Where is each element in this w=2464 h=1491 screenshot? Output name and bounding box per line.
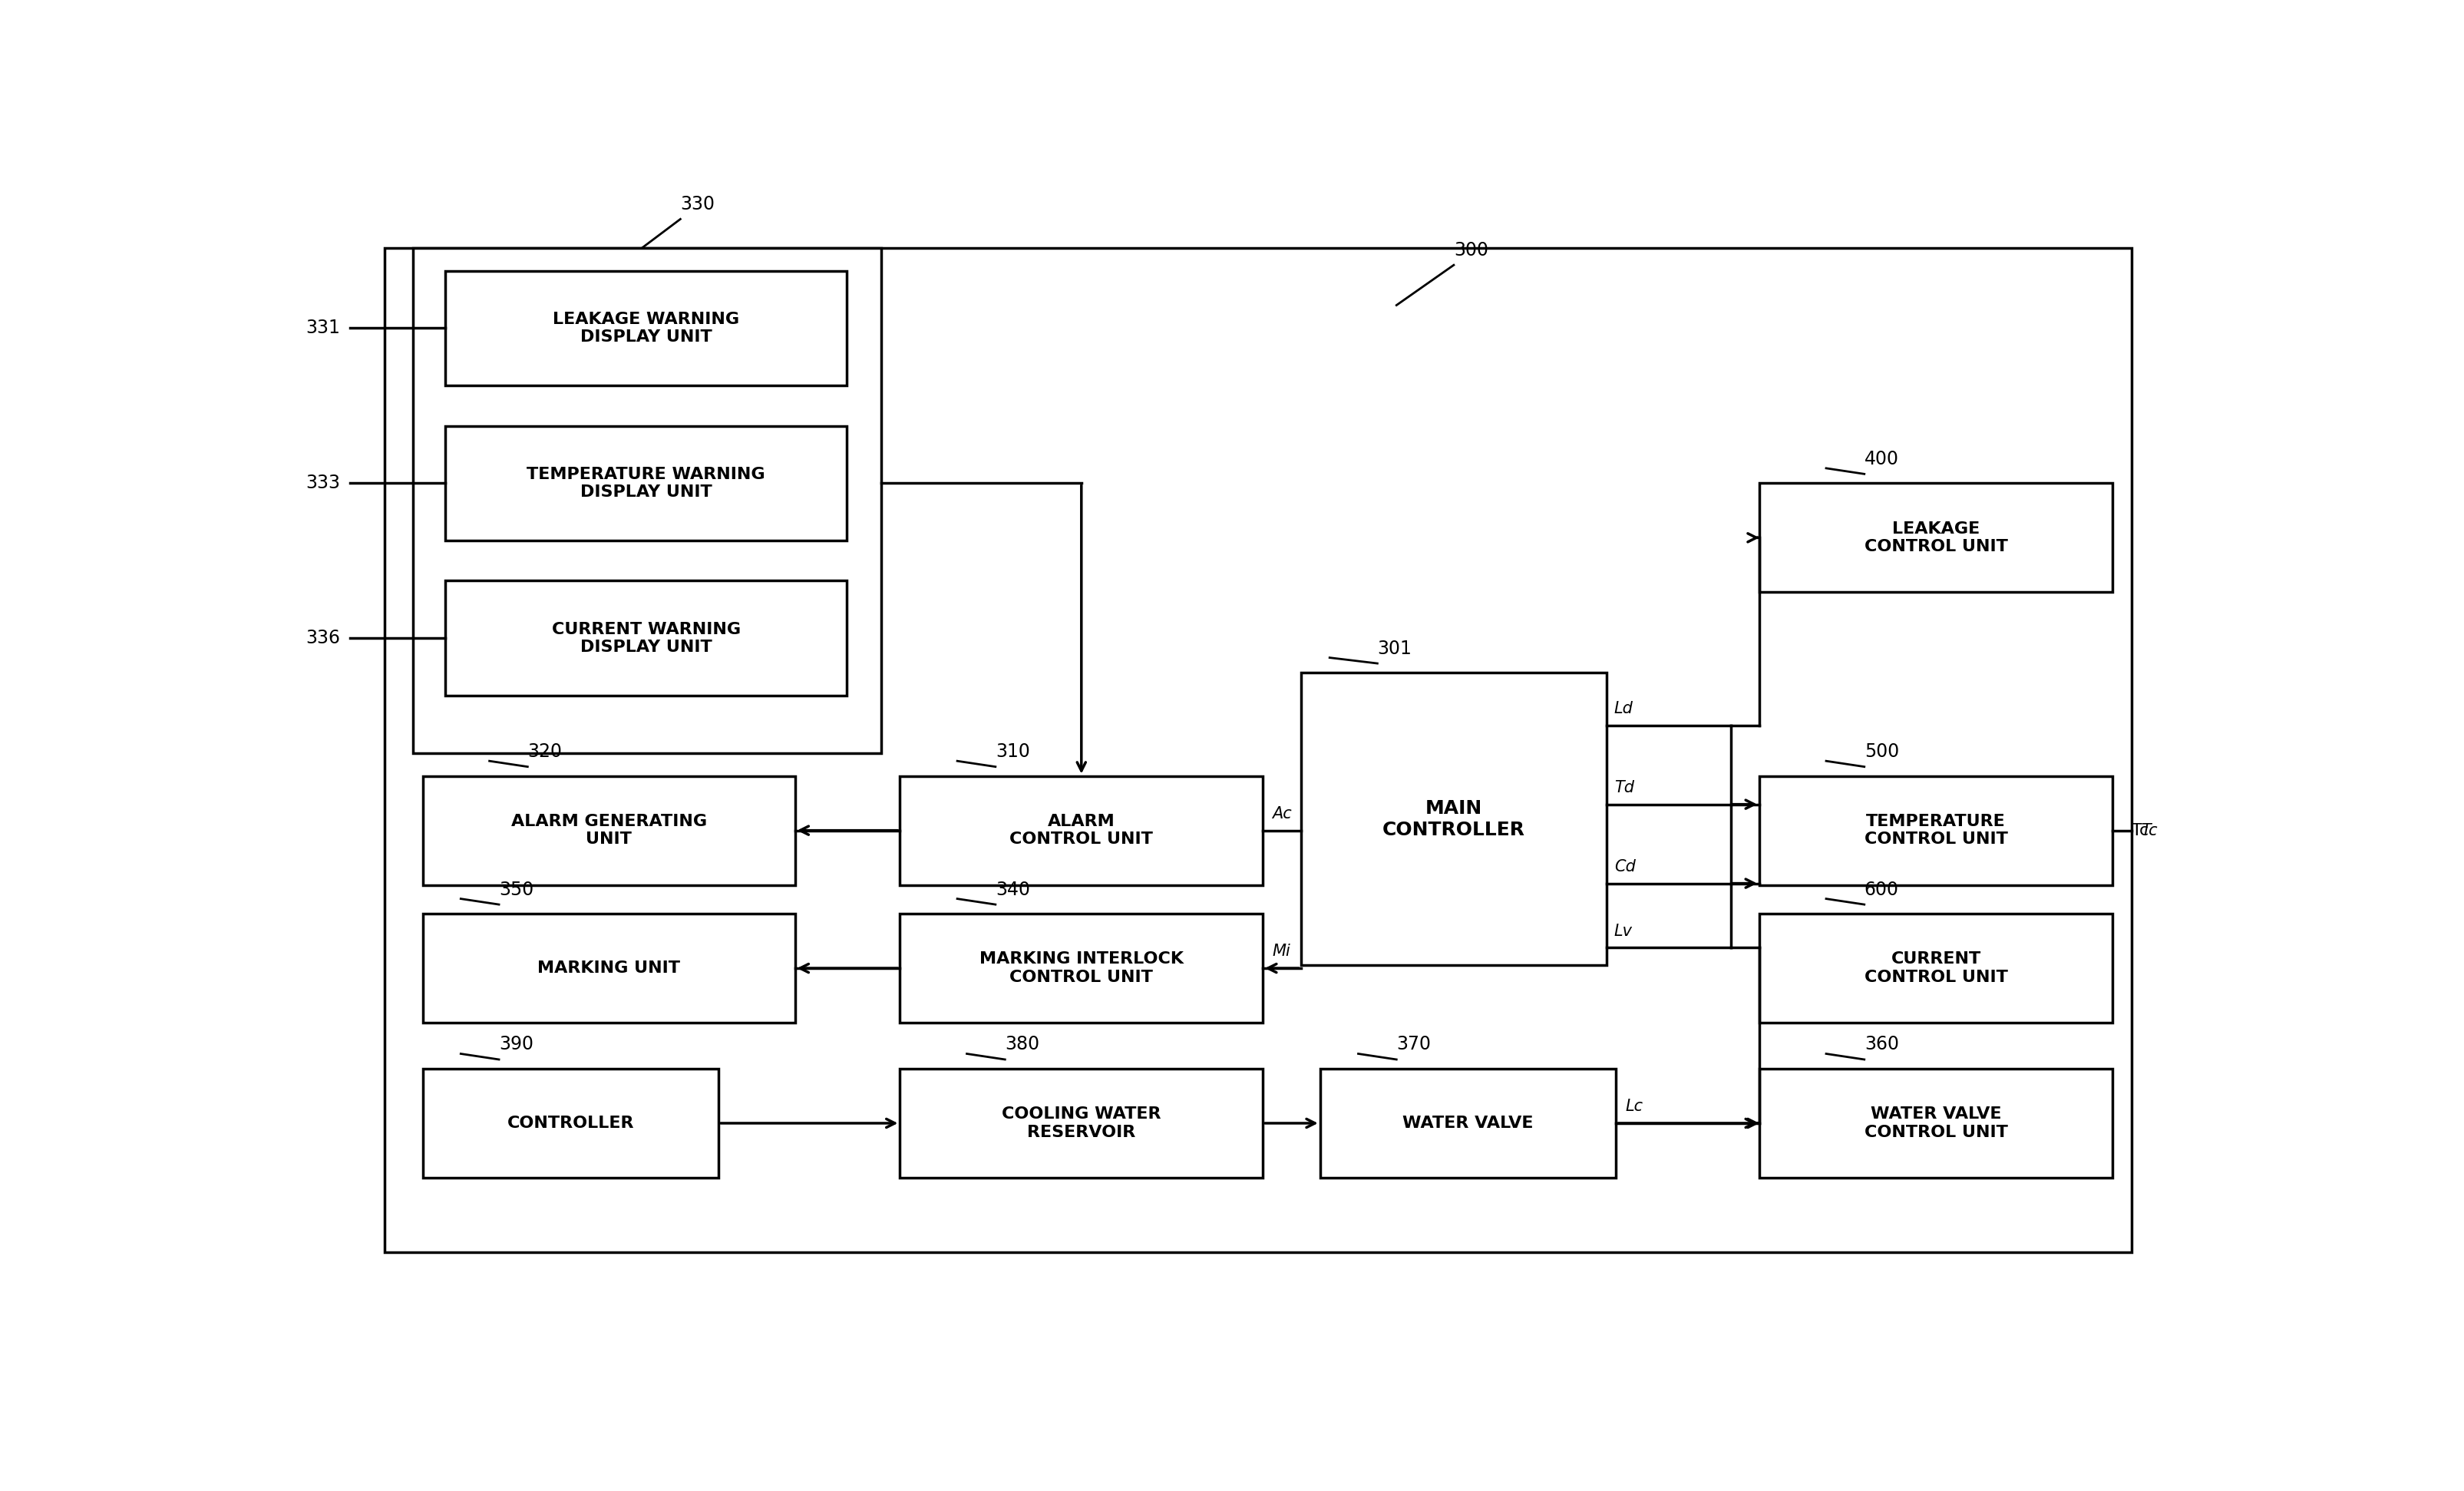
Bar [446,271,848,386]
Text: 320: 320 [527,743,562,760]
Bar [1759,775,2112,886]
Text: ALARM
CONTROL UNIT: ALARM CONTROL UNIT [1010,814,1153,847]
Text: 370: 370 [1397,1035,1432,1054]
Text: CURRENT
CONTROL UNIT: CURRENT CONTROL UNIT [1865,951,2008,984]
Text: 390: 390 [498,1035,535,1054]
Text: 333: 333 [306,474,340,492]
Bar [1759,483,2112,592]
Text: Mi: Mi [1271,944,1291,959]
Text: Cd: Cd [1614,859,1636,874]
Text: Tc: Tc [2141,823,2158,838]
Bar [414,248,882,753]
Text: MAIN
CONTROLLER: MAIN CONTROLLER [1382,799,1525,839]
Text: 301: 301 [1377,640,1412,658]
Bar [899,1069,1264,1178]
Bar [899,775,1264,886]
Bar [1321,1069,1616,1178]
Text: 360: 360 [1865,1035,1900,1054]
Bar [384,248,2131,1252]
Bar [1759,914,2112,1023]
Text: Lv: Lv [1614,923,1634,939]
Text: 336: 336 [306,629,340,647]
Text: 340: 340 [995,880,1030,899]
Text: WATER VALVE
CONTROL UNIT: WATER VALVE CONTROL UNIT [1865,1106,2008,1139]
Text: Ld: Ld [1614,701,1634,716]
Bar [1301,672,1607,965]
Text: 331: 331 [306,319,340,337]
Text: TEMPERATURE
CONTROL UNIT: TEMPERATURE CONTROL UNIT [1865,814,2008,847]
Text: 330: 330 [680,195,715,213]
Bar [424,914,796,1023]
Text: 400: 400 [1865,450,1900,468]
Bar [424,1069,719,1178]
Text: 300: 300 [1454,242,1488,259]
Bar [446,426,848,541]
Text: Lc: Lc [1626,1099,1643,1114]
Bar [899,914,1264,1023]
Text: ALARM GENERATING
UNIT: ALARM GENERATING UNIT [510,814,707,847]
Text: 350: 350 [498,880,535,899]
Text: LEAKAGE
CONTROL UNIT: LEAKAGE CONTROL UNIT [1865,522,2008,555]
Text: CURRENT WARNING
DISPLAY UNIT: CURRENT WARNING DISPLAY UNIT [552,622,742,655]
Bar [424,775,796,886]
Text: CONTROLLER: CONTROLLER [508,1115,633,1130]
Text: WATER VALVE: WATER VALVE [1402,1115,1533,1130]
Text: TEMPERATURE WARNING
DISPLAY UNIT: TEMPERATURE WARNING DISPLAY UNIT [527,467,766,499]
Bar [446,580,848,695]
Text: 310: 310 [995,743,1030,760]
Bar [1759,1069,2112,1178]
Text: MARKING INTERLOCK
CONTROL UNIT: MARKING INTERLOCK CONTROL UNIT [978,951,1183,984]
Text: Ac: Ac [1271,807,1291,822]
Text: COOLING WATER
RESERVOIR: COOLING WATER RESERVOIR [1003,1106,1161,1139]
Text: Tc: Tc [2131,823,2149,838]
Text: Td: Td [1614,780,1634,795]
Text: 500: 500 [1865,743,1900,760]
Text: 600: 600 [1865,880,1900,899]
Text: 380: 380 [1005,1035,1040,1054]
Text: MARKING UNIT: MARKING UNIT [537,960,680,977]
Text: LEAKAGE WARNING
DISPLAY UNIT: LEAKAGE WARNING DISPLAY UNIT [552,312,739,344]
